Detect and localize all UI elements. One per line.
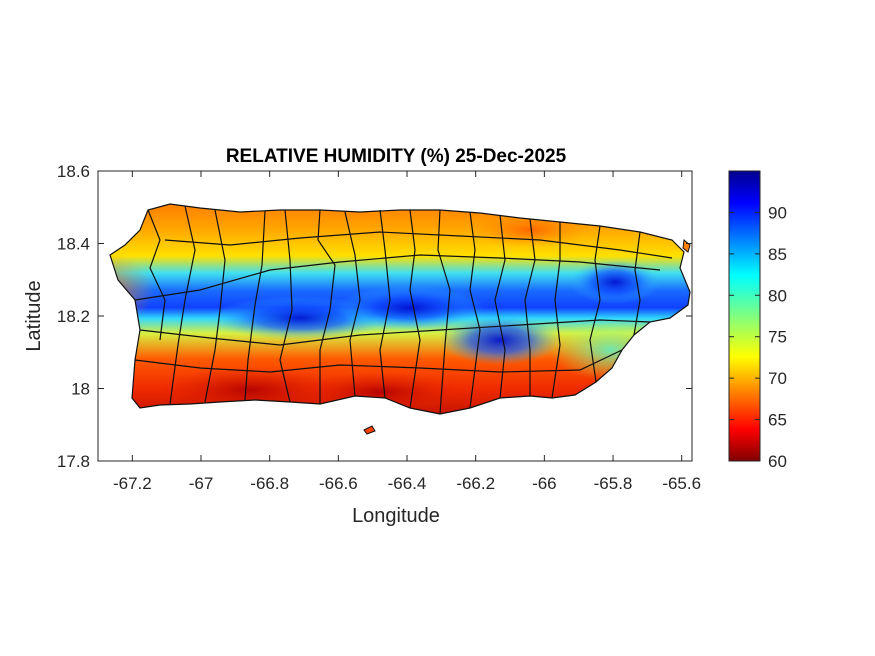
y-tick-label: 17.8: [57, 452, 90, 471]
x-tick-label: -66.2: [456, 474, 495, 493]
y-tick-label: 18.2: [57, 307, 90, 326]
colorbar-tick-label: 75: [768, 328, 787, 347]
x-tick-label: -66.8: [250, 474, 289, 493]
municipality-boundaries: [109, 203, 691, 415]
y-tick-label: 18.4: [57, 235, 90, 254]
x-axis: -67.2 -67 -66.8 -66.6 -66.4 -66.2 -66 -65.8 -65.…: [113, 171, 701, 493]
y-tick-label: 18.6: [57, 162, 90, 181]
x-tick-label: -65.8: [594, 474, 633, 493]
colorbar-tick-label: 85: [768, 245, 787, 264]
y-tick-label: 18: [71, 380, 90, 399]
colorbar-tick-label: 60: [768, 452, 787, 471]
x-tick-label: -67.2: [113, 474, 152, 493]
colorbar-ticks: 60 65 70 75 80 85 90: [729, 203, 787, 471]
island-caja-de-muerto: [363, 425, 376, 435]
x-axis-label: Longitude: [352, 505, 440, 527]
x-tick-label: -66: [532, 474, 557, 493]
colorbar: [728, 170, 761, 462]
colorbar-tick-label: 80: [768, 286, 787, 305]
y-axis-label: Latitude: [23, 280, 45, 351]
chart-title: RELATIVE HUMIDITY (%) 25-Dec-2025: [226, 146, 567, 167]
colorbar-tick-label: 90: [768, 203, 787, 222]
x-tick-label: -66.6: [319, 474, 358, 493]
humidity-field: [110, 204, 690, 414]
x-tick-label: -66.4: [388, 474, 427, 493]
x-tick-label: -67: [189, 474, 214, 493]
y-axis: 17.8 18 18.2 18.4 18.6: [57, 162, 692, 471]
colorbar-tick-label: 70: [768, 369, 787, 388]
colorbar-tick-label: 65: [768, 411, 787, 430]
x-tick-label: -65.6: [662, 474, 701, 493]
